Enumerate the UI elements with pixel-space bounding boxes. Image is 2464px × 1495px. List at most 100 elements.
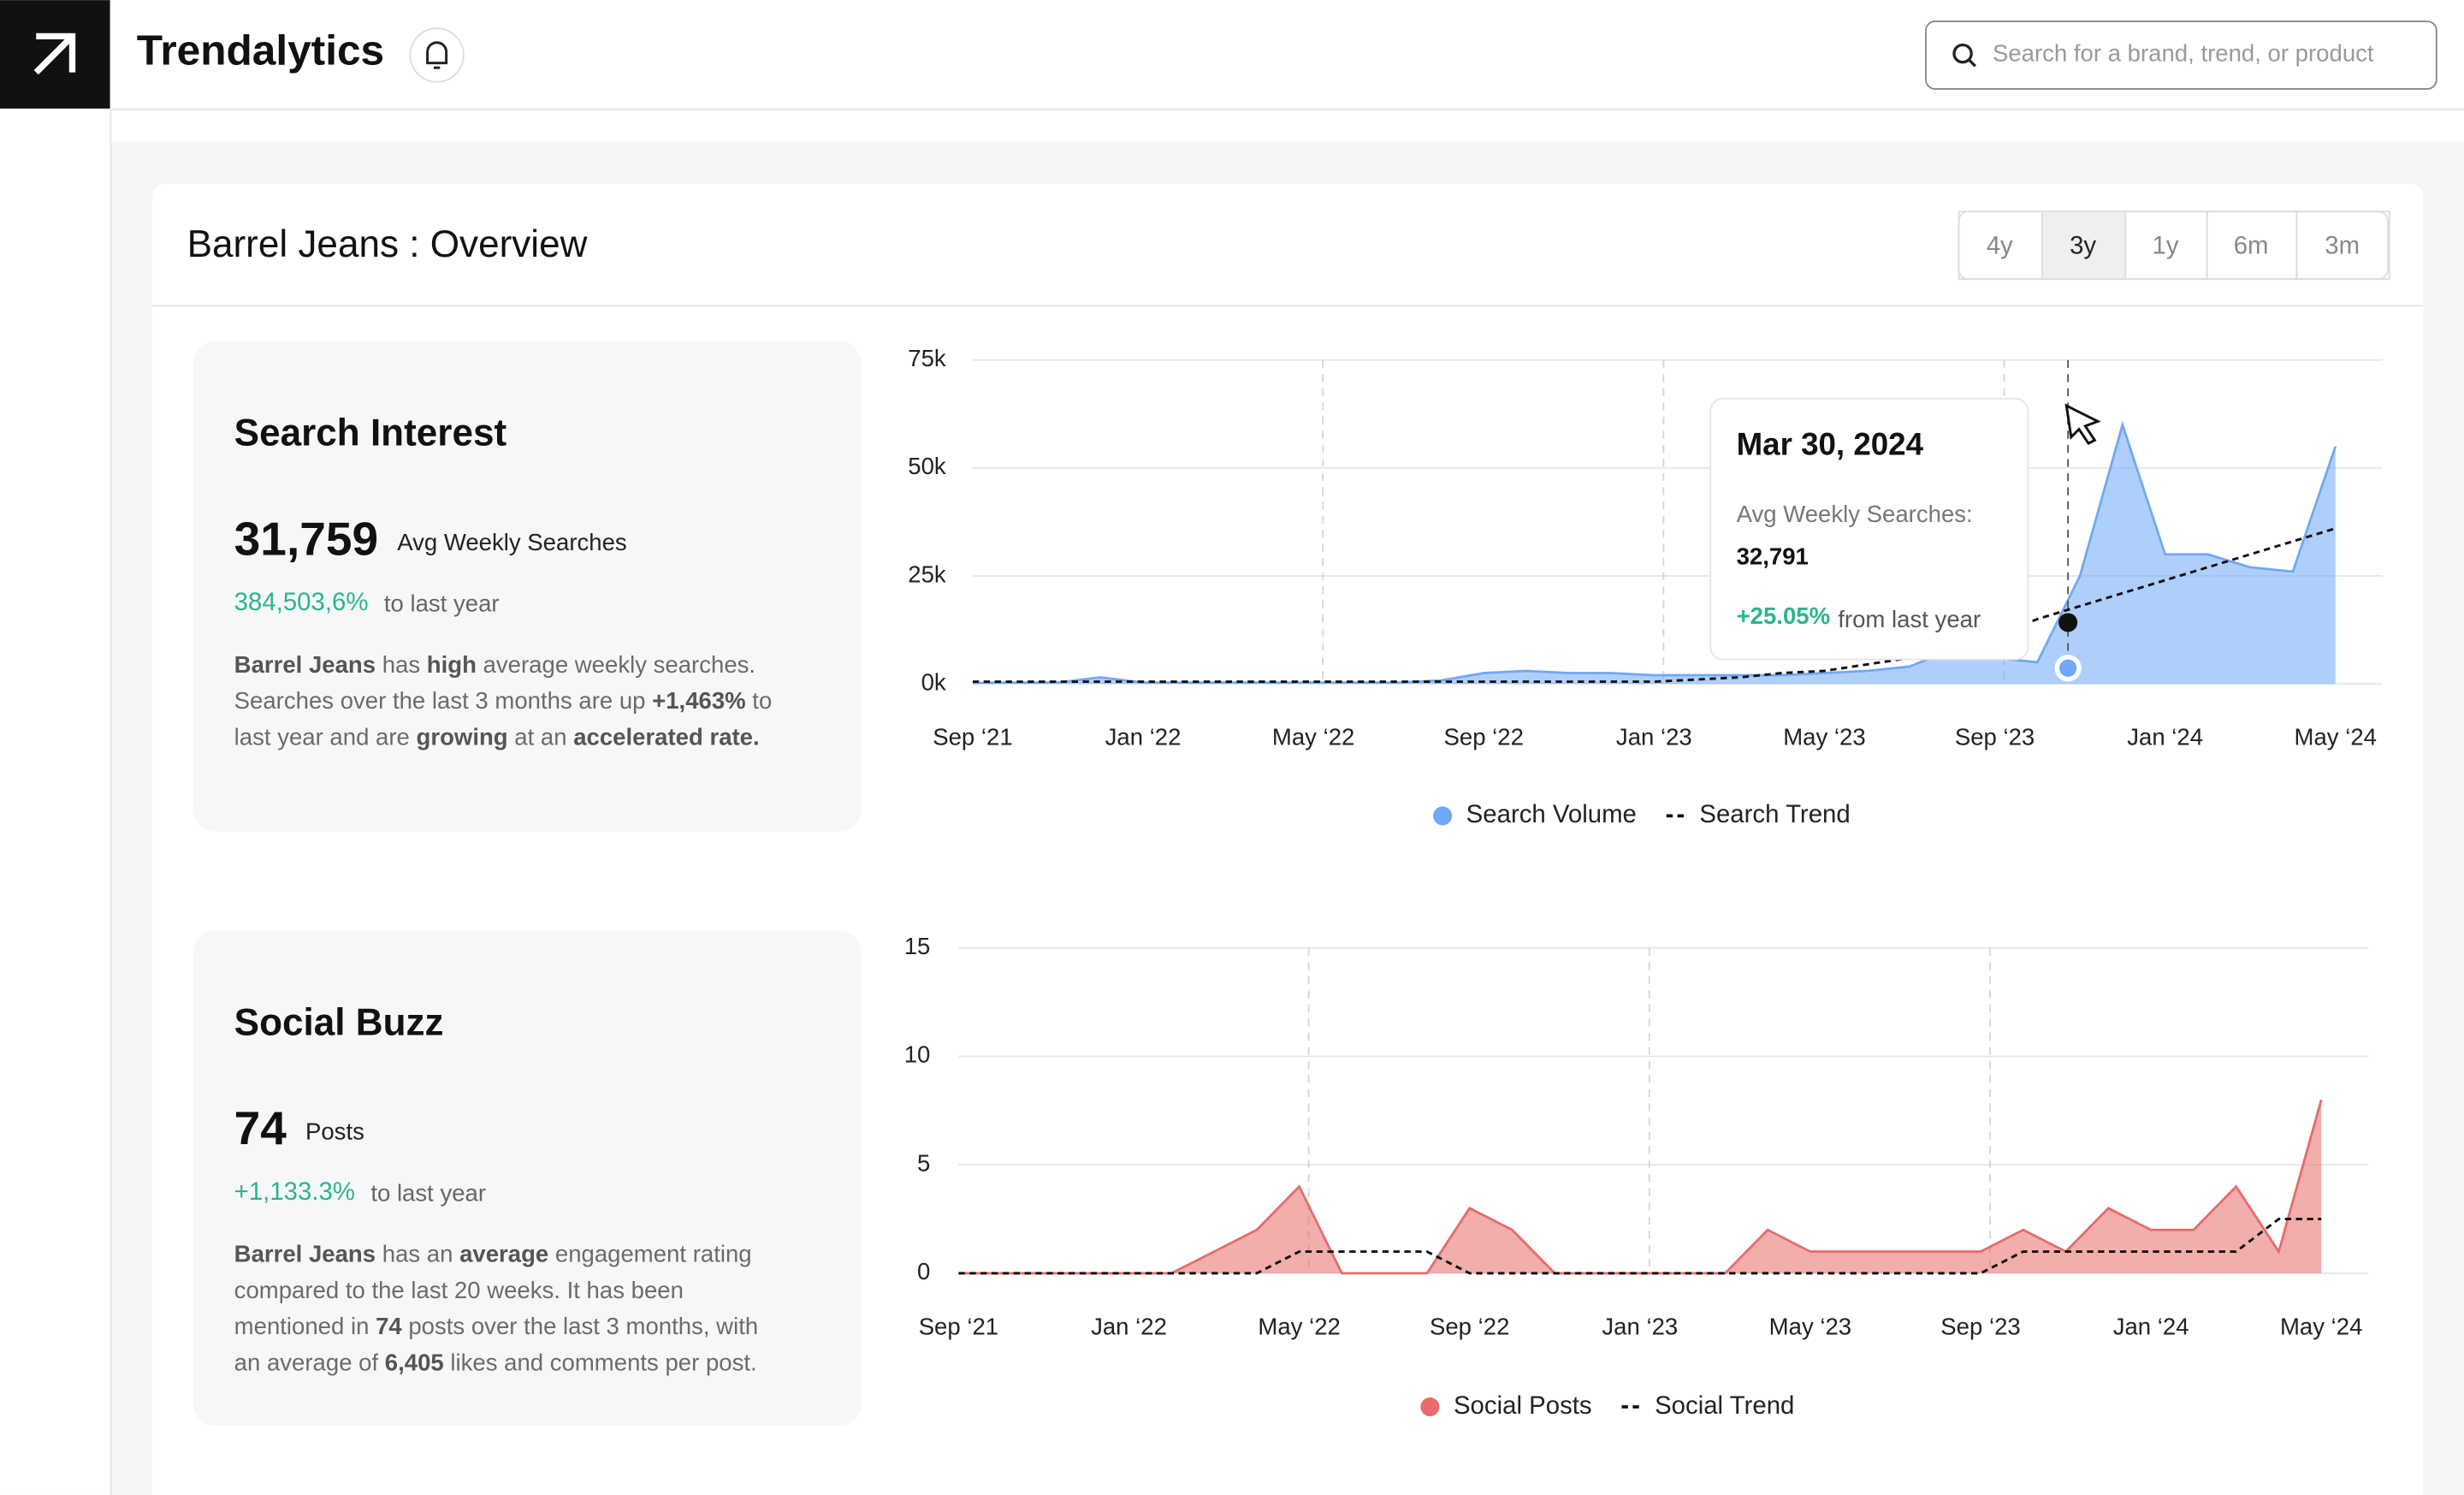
panel-value: 74 [234, 1101, 287, 1154]
description-segment: high [427, 651, 477, 678]
legend-label: Search Trend [1699, 800, 1850, 828]
x-tick-label: Sep ‘21 [933, 724, 1012, 750]
x-tick-label: Jan ‘22 [1091, 1313, 1167, 1339]
series-line [972, 527, 2337, 684]
description-segment: Searches over the last 3 months are up [234, 687, 652, 714]
panel-change-label: to last year [370, 1179, 486, 1206]
panel-description: an average of 6,405 likes and comments p… [234, 1350, 757, 1376]
bell-icon [426, 41, 448, 69]
panel-description: Barrel Jeans has high average weekly sea… [234, 651, 755, 678]
description-segment: an average of [234, 1350, 385, 1376]
description-segment: posts over the last 3 months, with [402, 1313, 758, 1339]
series-line [972, 420, 2337, 685]
legend-label: Social Trend [1655, 1391, 1794, 1420]
description-segment: likes and comments per post. [444, 1350, 757, 1376]
legend-swatch [1433, 806, 1453, 826]
description-segment: 74 [376, 1313, 402, 1339]
range-label: 6m [2234, 231, 2269, 259]
y-tick-label: 0 [917, 1258, 930, 1284]
range-label: 3y [2070, 231, 2096, 259]
description-segment: engagement rating [548, 1241, 751, 1267]
x-tick-label: Jan ‘24 [2113, 1313, 2189, 1339]
tooltip-value: 32,791 [1737, 543, 1809, 569]
range-label: 3m [2325, 231, 2360, 259]
panel-description: compared to the last 20 weeks. It has be… [234, 1277, 684, 1303]
x-tick-label: May ‘22 [1272, 724, 1354, 750]
description-segment: 6,405 [385, 1350, 444, 1376]
description-segment: has [376, 651, 427, 678]
y-tick-label: 10 [904, 1041, 931, 1068]
hover-trend-dot [2058, 613, 2078, 632]
search-icon [1952, 43, 1973, 64]
tooltip-change: +25.05% [1737, 602, 1831, 629]
series-area [972, 424, 2336, 685]
panel-value-label: Avg Weekly Searches [397, 529, 626, 555]
y-tick-label: 50k [908, 453, 946, 479]
overview-title: Barrel Jeans : Overview [187, 223, 588, 265]
y-tick-label: 75k [908, 345, 946, 371]
x-tick-label: May ‘23 [1769, 1313, 1851, 1339]
description-segment: Barrel Jeans [234, 651, 376, 678]
tooltip-change-text: from last year [1838, 606, 1981, 632]
mouse-cursor [2064, 403, 2101, 445]
x-tick-label: May ‘24 [2295, 724, 2377, 750]
x-tick-label: Sep ‘23 [1940, 1313, 2020, 1339]
x-tick-label: Jan ‘23 [1602, 1313, 1678, 1339]
description-segment: average weekly searches. [477, 651, 755, 678]
x-tick-label: Sep ‘22 [1444, 724, 1524, 750]
description-segment: last year and are [234, 724, 417, 750]
panel-description: Searches over the last 3 months are up +… [234, 687, 773, 714]
panel-change: 384,503,6% [234, 588, 369, 616]
hover-volume-dot [2054, 655, 2082, 682]
series-area [958, 1100, 2322, 1273]
tooltip-label: Avg Weekly Searches: [1737, 501, 1973, 527]
legend-swatch [1420, 1397, 1440, 1417]
search-box[interactable] [1925, 21, 2437, 90]
tooltip [1709, 397, 2029, 661]
range-button[interactable] [2295, 211, 2390, 281]
logo-icon [33, 33, 76, 75]
x-tick-label: Jan ‘24 [2127, 724, 2203, 750]
description-segment: mentioned in [234, 1313, 376, 1339]
search-icon-handle [1968, 58, 1976, 68]
description-segment: growing [417, 724, 508, 750]
range-label: 1y [2153, 231, 2179, 259]
sidebar [0, 108, 110, 1495]
description-segment: has an [376, 1241, 459, 1267]
panel-change-label: to last year [384, 590, 500, 617]
panel-value: 31,759 [234, 512, 379, 565]
panel-value-label: Posts [305, 1118, 364, 1145]
legend-label: Search Volume [1466, 800, 1637, 828]
x-tick-label: May ‘22 [1258, 1313, 1340, 1339]
social-panel [192, 930, 862, 1427]
y-tick-label: 5 [917, 1149, 930, 1176]
description-segment: to [746, 687, 773, 714]
panel-description: last year and are growing at an accelera… [234, 724, 760, 750]
notification-button[interactable] [409, 27, 465, 83]
panel-title: Search Interest [234, 412, 507, 454]
description-segment: compared to the last 20 weeks. It has be… [234, 1277, 684, 1303]
panel-change: +1,133.3% [234, 1178, 355, 1206]
description-segment: Barrel Jeans [234, 1241, 376, 1267]
description-segment: at an [508, 724, 574, 750]
x-tick-label: Jan ‘23 [1616, 724, 1692, 750]
x-tick-label: May ‘24 [2280, 1313, 2362, 1339]
description-segment: average [459, 1241, 548, 1267]
panel-description: Barrel Jeans has an average engagement r… [234, 1241, 752, 1267]
x-tick-label: Sep ‘21 [919, 1313, 998, 1339]
range-button[interactable] [2040, 211, 2127, 281]
range-label: 4y [1987, 231, 2013, 259]
x-tick-label: Sep ‘23 [1955, 724, 2035, 750]
x-tick-label: Jan ‘22 [1105, 724, 1182, 750]
panel-title: Social Buzz [234, 1001, 444, 1043]
y-tick-label: 0k [921, 668, 946, 695]
search-panel [192, 341, 862, 832]
y-tick-label: 25k [908, 561, 946, 587]
series-line [958, 1099, 2323, 1275]
search-placeholder: Search for a brand, trend, or product [1993, 40, 2374, 67]
x-tick-label: Sep ‘22 [1430, 1313, 1509, 1339]
y-tick-label: 15 [904, 933, 931, 959]
brand[interactable]: Trendalytics [137, 27, 384, 74]
tooltip-date: Mar 30, 2024 [1737, 426, 1924, 461]
